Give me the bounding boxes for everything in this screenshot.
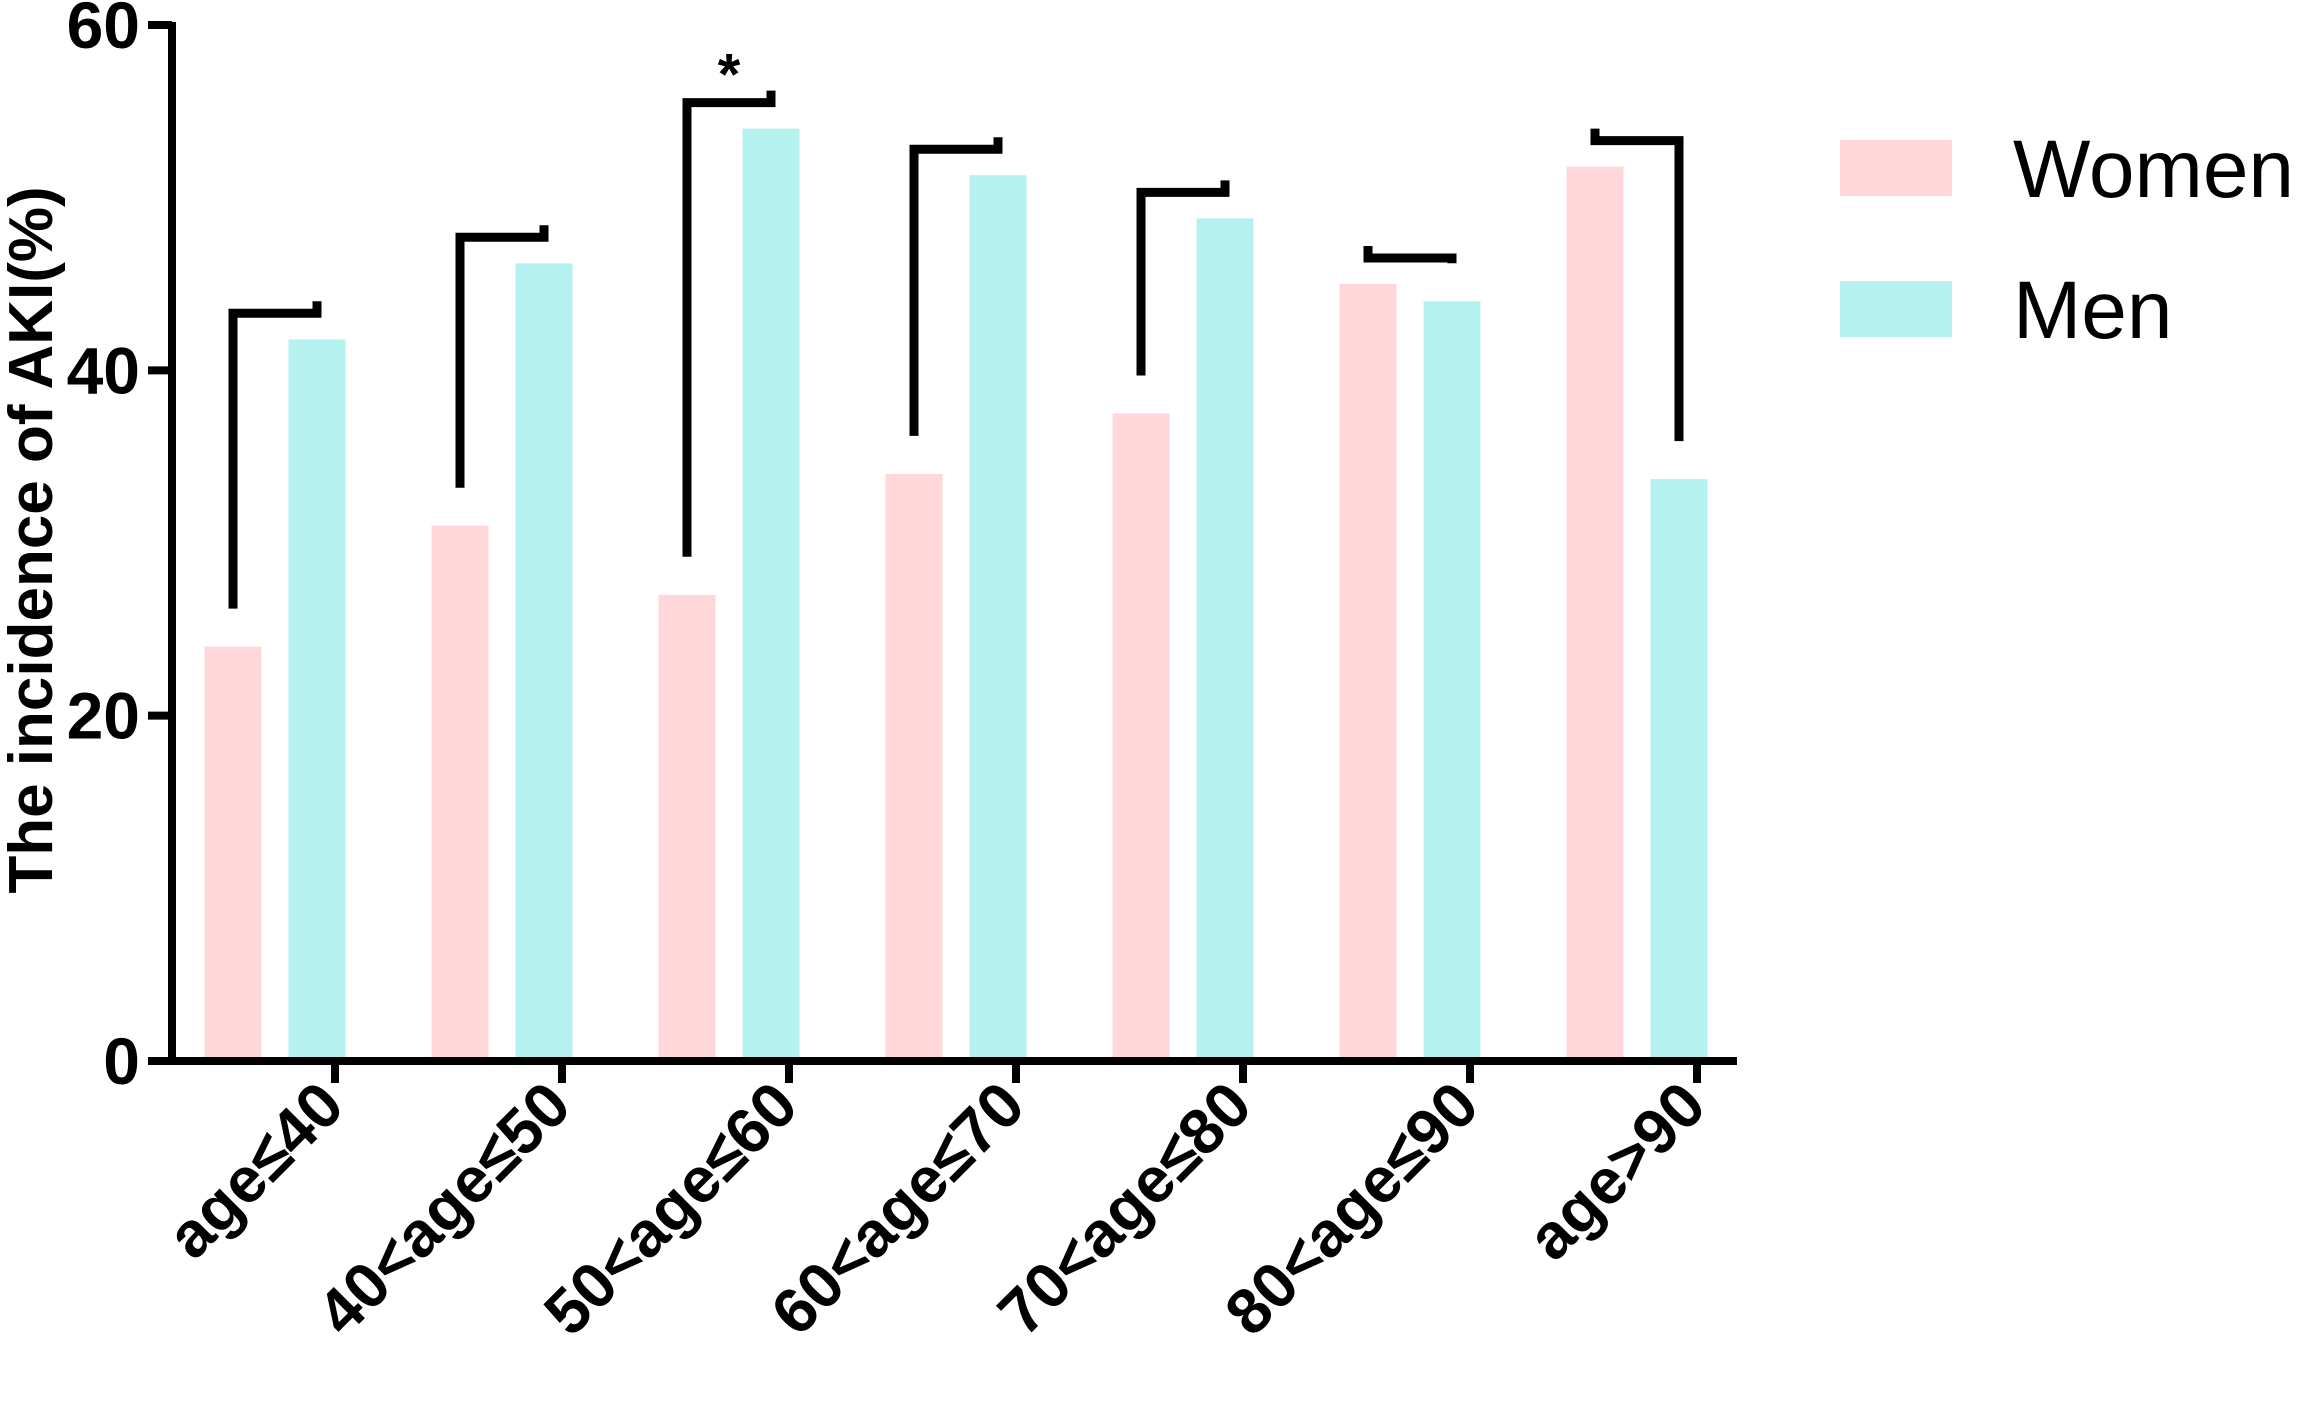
x-ticks: age≤4040<age≤5050<age≤6060<age≤7070<age≤… [153, 1061, 1719, 1349]
bar-men [1423, 301, 1481, 1061]
bar-men [969, 175, 1027, 1062]
comparison-bracket [1363, 246, 1457, 264]
y-ticks: 0 20 40 60 [67, 0, 172, 1098]
comparison-bracket [1136, 180, 1230, 376]
legend-label: Women [2013, 124, 2294, 215]
bar-women [431, 525, 489, 1061]
bar-men [288, 339, 346, 1062]
legend-swatch [1840, 281, 1952, 337]
bar-men [515, 263, 573, 1061]
significance-brackets: * [228, 43, 1684, 609]
comparison-bracket [1590, 128, 1684, 442]
bar-women [1339, 284, 1397, 1061]
bar-women [658, 594, 716, 1061]
y-axis-title: The incidence of AKI(%) [0, 186, 66, 893]
y-tick-label: 0 [103, 1024, 140, 1098]
legend-label: Men [2013, 265, 2173, 356]
bar-women [1566, 166, 1624, 1061]
x-tick-label: age≤40 [153, 1068, 357, 1272]
bar-women [885, 473, 943, 1061]
bar-men [1196, 218, 1254, 1062]
bar-women [1112, 413, 1170, 1061]
bar-men [742, 128, 800, 1062]
significance-marker: * [718, 43, 741, 108]
comparison-bracket [455, 225, 549, 488]
bar-women [204, 646, 262, 1061]
bar-men [1650, 479, 1708, 1061]
y-tick-label: 40 [67, 333, 140, 407]
legend-swatch [1840, 140, 1952, 196]
comparison-bracket [682, 90, 776, 557]
x-tick-label: age>90 [1513, 1068, 1719, 1274]
y-tick-label: 20 [67, 679, 140, 753]
legend: Women Men [1840, 124, 2294, 356]
bars-layer [204, 128, 1708, 1062]
y-tick-label: 60 [67, 0, 140, 62]
axes [168, 22, 1737, 1065]
comparison-bracket [909, 137, 1003, 436]
comparison-bracket [228, 301, 322, 609]
